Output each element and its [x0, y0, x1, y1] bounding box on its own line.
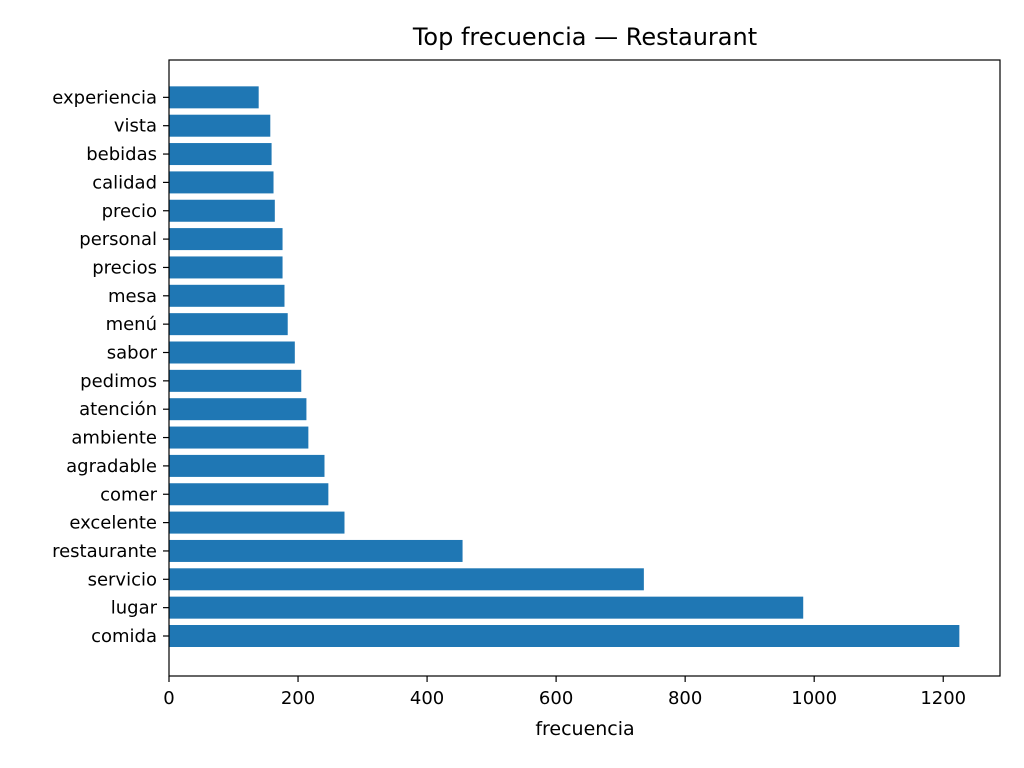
y-tick-label: mesa: [108, 286, 157, 307]
x-tick-label: 1200: [920, 688, 966, 709]
y-tick-label: atención: [79, 399, 157, 420]
bar-sabor: [169, 341, 295, 364]
x-tick-label: 1000: [791, 688, 837, 709]
y-tick-label: excelente: [69, 513, 157, 534]
y-axis-ticks: comida lugar servicio restaurante excelente c…: [52, 87, 169, 647]
y-tick-label: lugar: [111, 598, 158, 619]
y-tick-label: bebidas: [86, 144, 157, 165]
y-tick-label: restaurante: [52, 541, 157, 562]
y-tick-label: comer: [100, 484, 158, 505]
bar-restaurante: [169, 539, 463, 562]
bar-personal: [169, 228, 283, 251]
bar-lugar: [169, 596, 804, 619]
y-tick-label: agradable: [66, 456, 157, 477]
bar-ambiente: [169, 426, 309, 449]
x-axis-label: frecuencia: [535, 718, 634, 740]
y-tick-label: menú: [106, 314, 157, 335]
bar-servicio: [169, 568, 644, 591]
bar-agradable: [169, 454, 325, 477]
y-tick-label: experiencia: [52, 87, 157, 108]
bar-vista: [169, 114, 271, 137]
x-tick-label: 800: [668, 688, 702, 709]
x-tick-label: 0: [163, 688, 174, 709]
bar-atención: [169, 398, 307, 421]
bar-experiencia: [169, 86, 259, 109]
y-tick-label: comida: [91, 626, 157, 647]
y-tick-label: precios: [92, 257, 157, 278]
bar-pedimos: [169, 369, 302, 392]
bar-menú: [169, 313, 288, 336]
y-tick-label: vista: [114, 116, 157, 137]
y-tick-label: precio: [102, 201, 157, 222]
y-tick-label: calidad: [92, 172, 157, 193]
x-tick-label: 200: [281, 688, 315, 709]
y-tick-label: servicio: [88, 569, 157, 590]
bar-comer: [169, 483, 329, 506]
bar-calidad: [169, 171, 274, 194]
y-tick-label: pedimos: [80, 371, 157, 392]
bar-comida: [169, 625, 960, 647]
bar-mesa: [169, 284, 285, 307]
y-tick-label: personal: [79, 229, 157, 250]
y-tick-label: sabor: [107, 343, 158, 364]
bar-bebidas: [169, 143, 272, 166]
bar-precios: [169, 256, 283, 279]
x-tick-label: 400: [410, 688, 444, 709]
plot-frame: [168, 59, 1001, 677]
x-axis-ticks: 0 200 400 600 800 1000 1200: [163, 676, 966, 709]
bar-precio: [169, 199, 275, 222]
bars-group: [169, 86, 960, 647]
bar-excelente: [169, 511, 345, 534]
y-tick-label: ambiente: [71, 428, 157, 449]
chart-title: Top frecuencia — Restaurant: [412, 23, 757, 51]
x-tick-label: 600: [539, 688, 573, 709]
